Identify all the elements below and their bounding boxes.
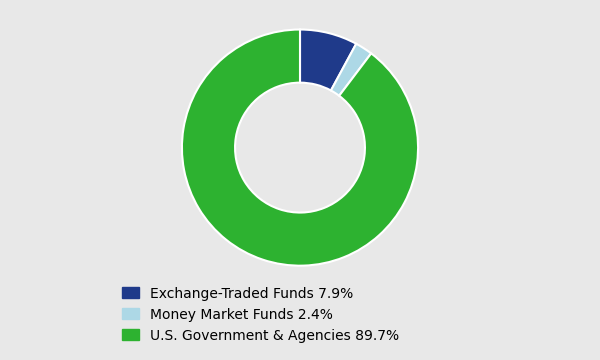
Wedge shape [300,30,356,90]
Legend: Exchange-Traded Funds 7.9%, Money Market Funds 2.4%, U.S. Government & Agencies : Exchange-Traded Funds 7.9%, Money Market… [115,280,406,350]
Wedge shape [331,44,371,96]
Wedge shape [182,30,418,266]
